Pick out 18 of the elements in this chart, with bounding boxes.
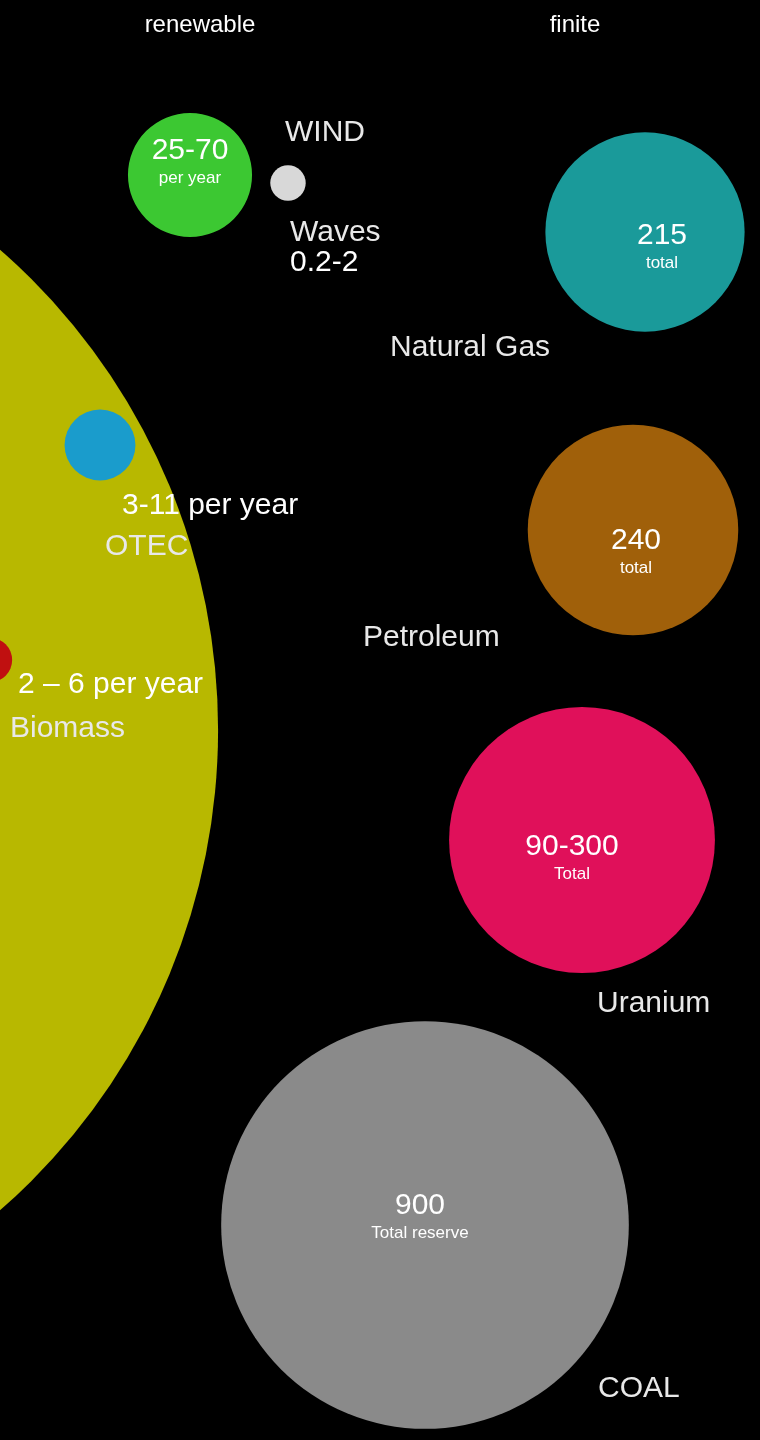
data-label: 25-70 per year (151, 132, 229, 187)
data-label: 0.2-2 (290, 244, 359, 277)
category-label: COAL (598, 1370, 680, 1403)
data-label: 90-300 Total (525, 828, 619, 883)
data-label: 2 – 6 per year (18, 666, 204, 699)
category-label: Natural Gas (390, 329, 551, 362)
data-label: 900 Total reserve (371, 1187, 469, 1242)
data-label: 215 total (636, 217, 688, 272)
category-label: WIND (285, 114, 365, 147)
category-label: OTEC (105, 528, 189, 561)
category-label: Petroleum (363, 619, 500, 652)
text: finite (549, 10, 601, 37)
category-label: Uranium (597, 985, 711, 1018)
category-label: Waves (290, 214, 381, 247)
data-label: 240 total (610, 522, 662, 577)
data-label: 3-11 per year (122, 487, 299, 520)
text: renewable (144, 10, 256, 37)
category-label: Biomass (10, 710, 126, 743)
